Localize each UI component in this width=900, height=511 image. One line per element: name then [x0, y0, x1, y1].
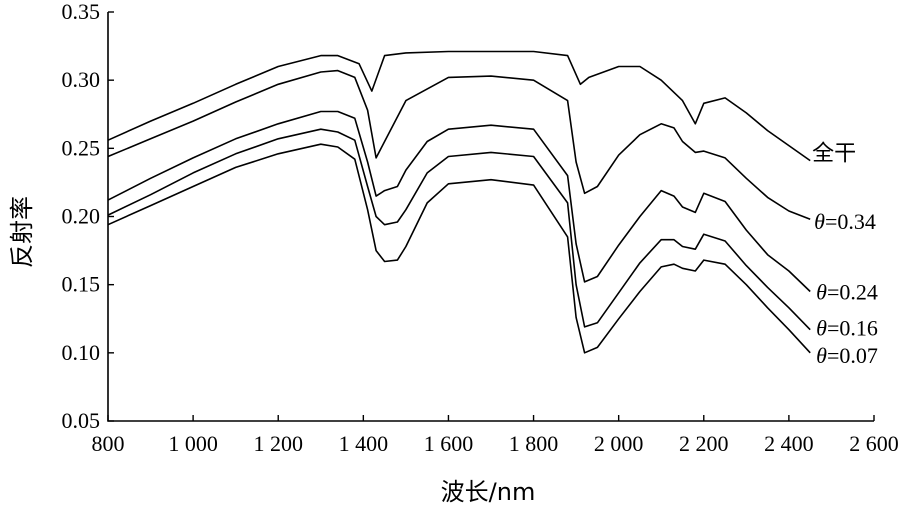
x-tick-label: 2 600: [849, 431, 899, 456]
series-label: θ=0.34: [814, 209, 876, 234]
series-labels: 全干 θ=0.34 θ=0.24 θ=0.16θ=0.07: [812, 141, 878, 368]
y-axis-ticks: 0.05 0.10 0.15 0.20 0.25 0.30 0.35: [62, 0, 114, 433]
series-line: [107, 50, 811, 162]
series-line: [107, 69, 811, 220]
x-tick-label: 1 000: [168, 431, 218, 456]
y-tick-label: 0.25: [62, 135, 101, 160]
series-line: [107, 143, 811, 354]
axis-frame: [107, 12, 874, 422]
y-axis-title: 反射率: [8, 196, 36, 268]
y-tick-label: 0.35: [62, 0, 101, 24]
y-tick-label: 0.30: [62, 67, 101, 92]
x-tick-label: 2 000: [594, 431, 644, 456]
y-tick-label: 0.15: [62, 272, 101, 297]
axes: [107, 12, 874, 422]
x-tick-label: 800: [92, 431, 125, 456]
x-tick-label: 1 800: [509, 431, 559, 456]
y-tick-label: 0.05: [62, 408, 101, 433]
x-axis-title: 波长/nm: [441, 478, 536, 506]
series-label: θ=0.07: [816, 343, 878, 368]
x-tick-label: 1 200: [253, 431, 303, 456]
x-tick-label: 1 600: [424, 431, 474, 456]
series-line: [107, 128, 811, 331]
series-label: 全干: [812, 141, 856, 166]
series-label: θ=0.16: [816, 316, 878, 341]
series-lines: [107, 50, 811, 354]
series-label: θ=0.24: [816, 279, 878, 304]
y-tick-label: 0.20: [62, 204, 101, 229]
series-line: [107, 110, 811, 293]
x-axis-ticks: 800 1 000 1 200 1 400 1 600 1 800 2 000 2 200 2 …: [92, 415, 899, 456]
y-tick-label: 0.10: [62, 340, 101, 365]
x-tick-label: 1 400: [339, 431, 389, 456]
x-tick-label: 2 200: [679, 431, 729, 456]
x-tick-label: 2 400: [764, 431, 814, 456]
